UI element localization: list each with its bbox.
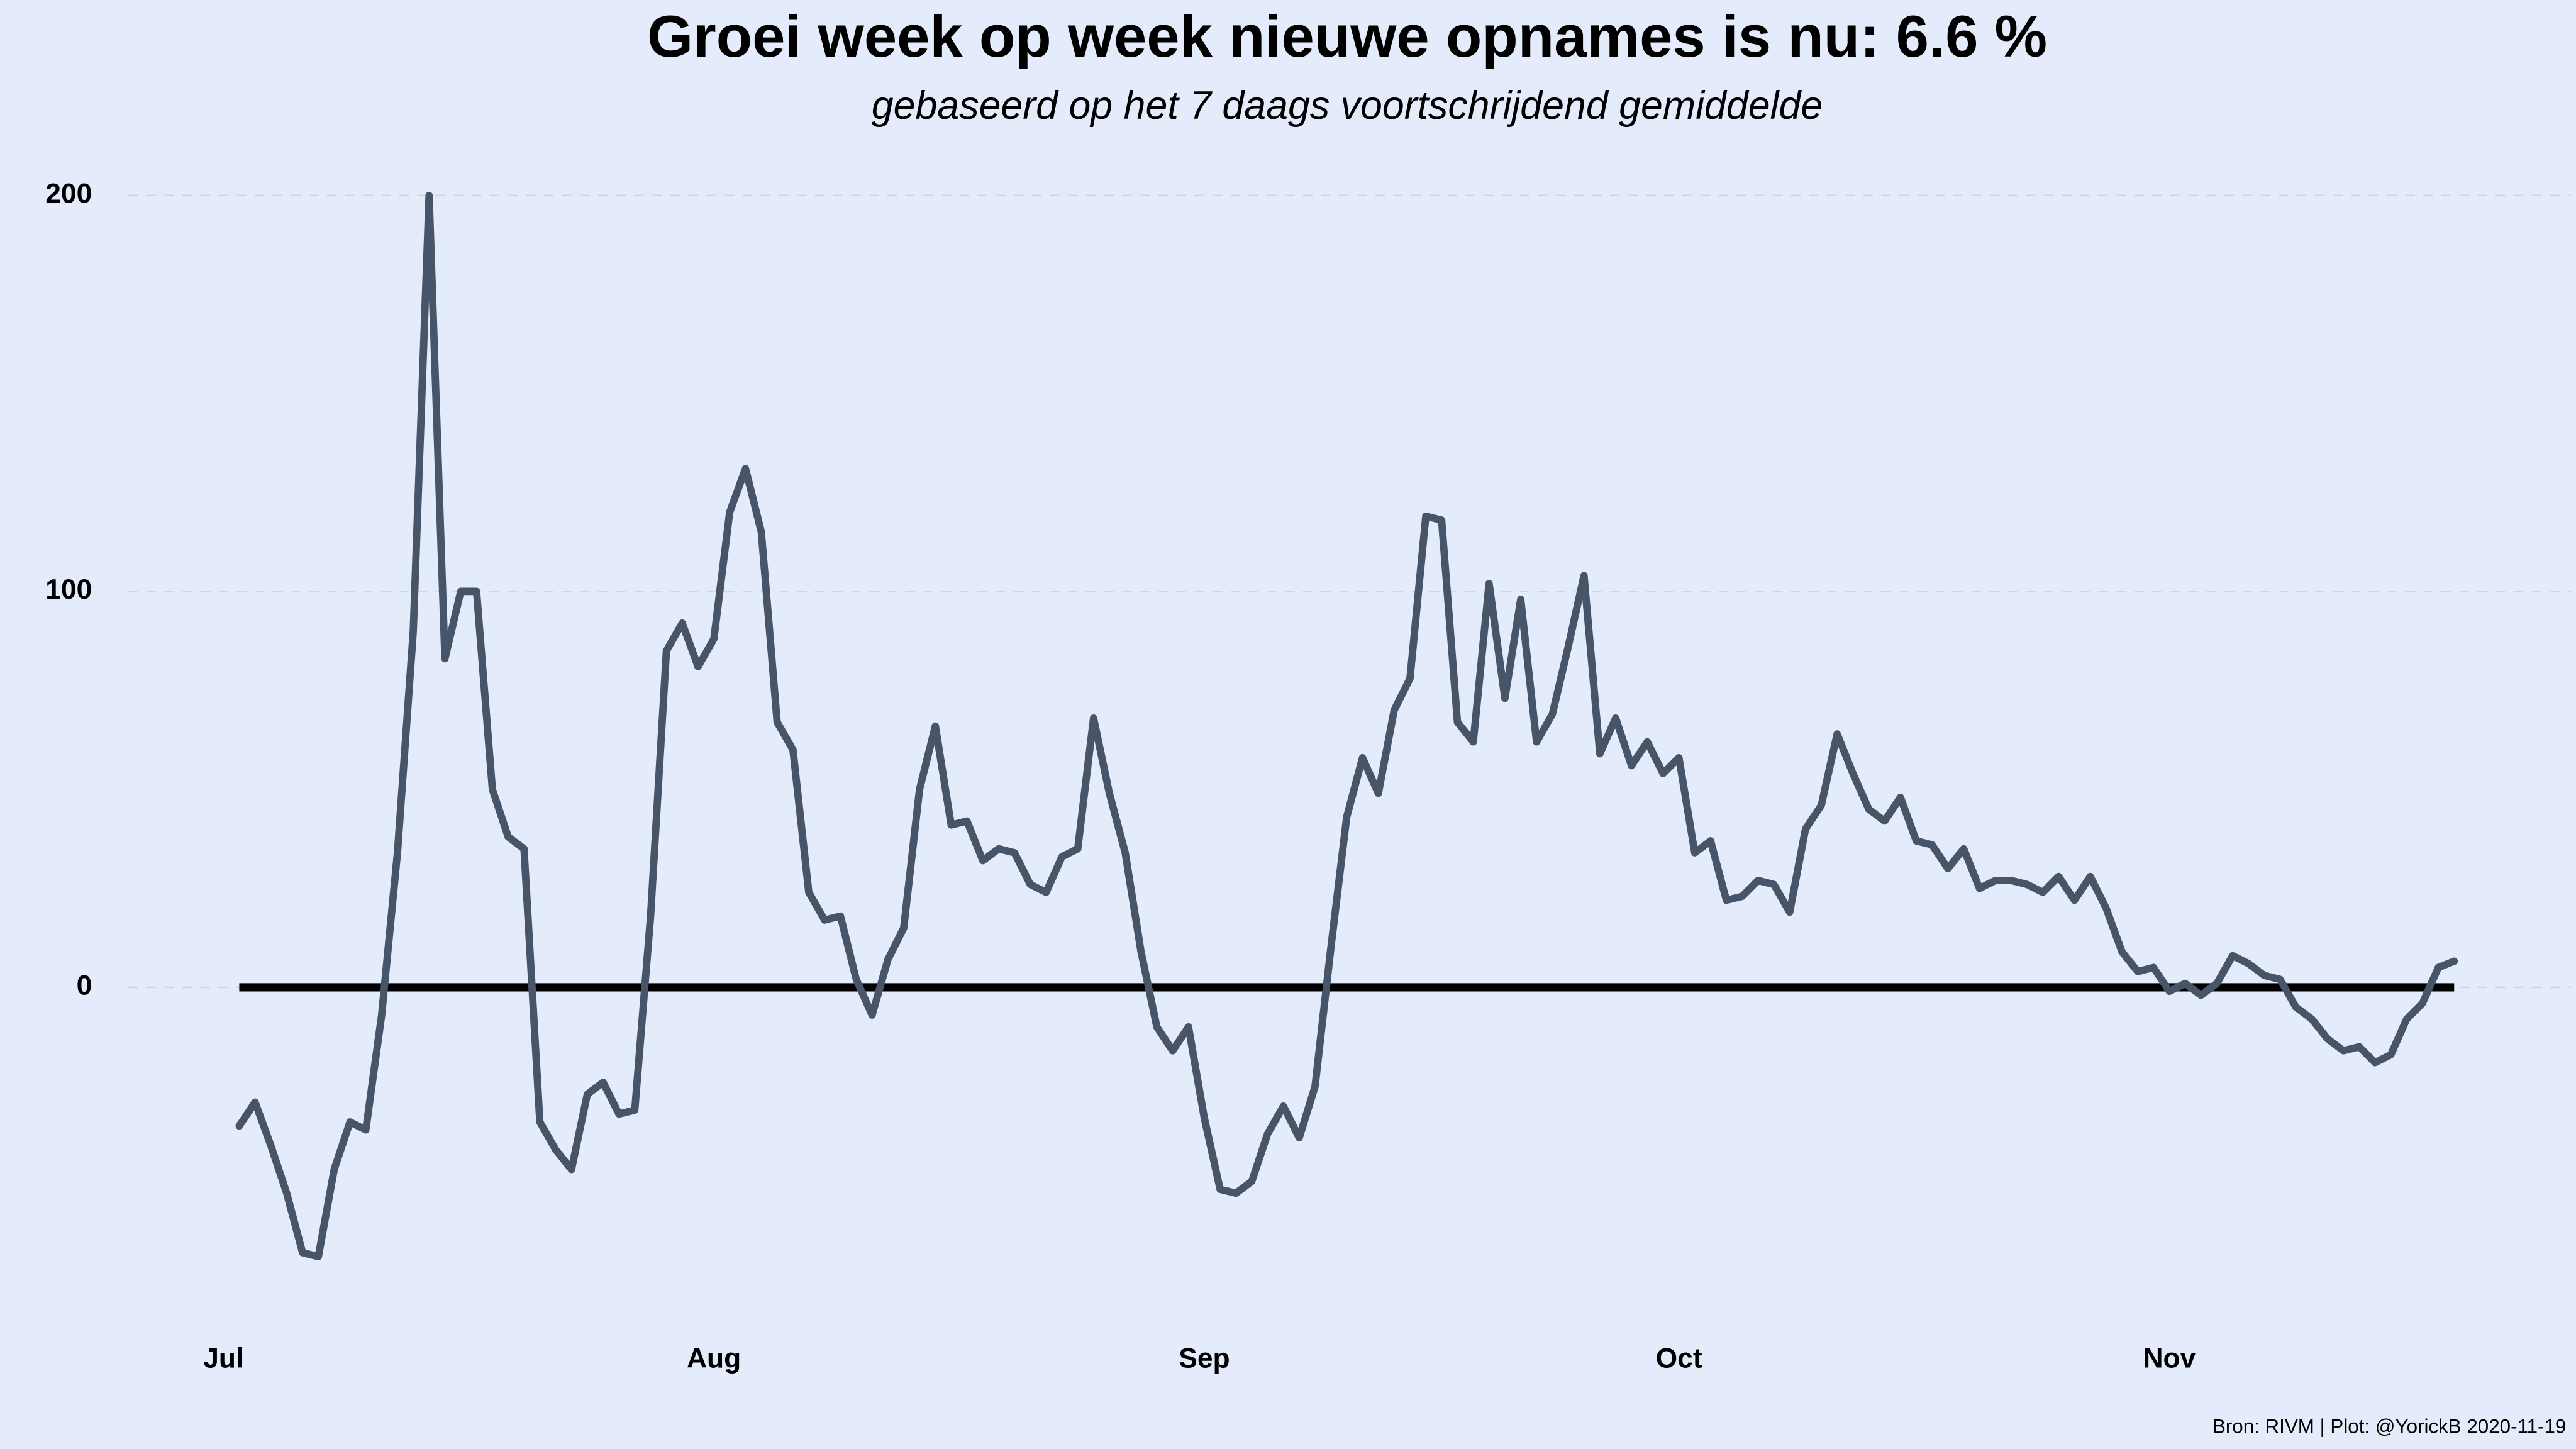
x-tick-label: Oct bbox=[1656, 1343, 1702, 1374]
data-line bbox=[235, 191, 2458, 1260]
x-tick-label: Jul bbox=[203, 1343, 243, 1374]
x-tick-label: Nov bbox=[2143, 1343, 2196, 1374]
x-tick-label: Sep bbox=[1179, 1343, 1230, 1374]
y-tick-label: 100 bbox=[45, 574, 92, 605]
chart-title: Groei week op week nieuwe opnames is nu:… bbox=[647, 3, 2047, 69]
x-tick-label: Aug bbox=[687, 1343, 741, 1374]
y-tick-label: 200 bbox=[45, 179, 92, 209]
caption: Bron: RIVM | Plot: @YorickB 2020-11-19 bbox=[2212, 1415, 2566, 1437]
y-tick-label: 0 bbox=[77, 970, 92, 1001]
chart-subtitle: gebaseerd op het 7 daags voortschrijdend… bbox=[872, 84, 1823, 128]
